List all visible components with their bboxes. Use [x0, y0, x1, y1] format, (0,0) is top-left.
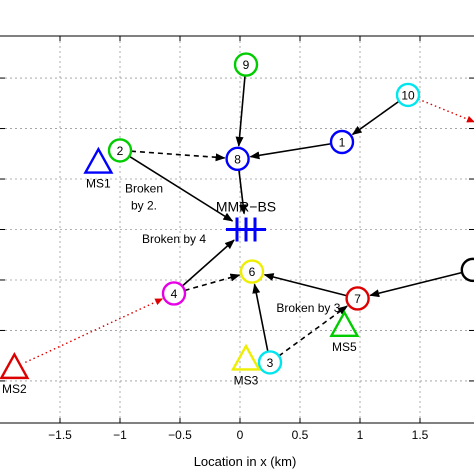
solid-link: [369, 271, 463, 298]
annotations: Broken by 2. Broken by 4 Broken by 3: [125, 181, 341, 314]
relay-station-label: 1: [339, 136, 346, 150]
x-tick-label: −1.5: [48, 428, 72, 442]
solid-link: [235, 75, 246, 147]
axis-ticks: −1.5 −1 −0.5 0 0.5 1 1.5: [0, 36, 474, 442]
relay-station-label: 8: [234, 152, 241, 166]
relay-station-node: [161, 281, 187, 306]
mobile-station-triangle: [0, 352, 30, 380]
grid-lines: [0, 36, 474, 423]
relay-station-node: [460, 257, 474, 283]
x-tick-label: 0.5: [292, 428, 309, 442]
dashed-link: [184, 273, 241, 292]
relay-station-node: [395, 82, 421, 108]
relay-station-node: [233, 52, 259, 77]
relay-station-label: 2: [117, 144, 124, 158]
solid-link: [238, 169, 248, 215]
mobile-station-label: MS5: [332, 340, 357, 354]
mobile-station-label: MS2: [2, 382, 27, 396]
solid-link: [249, 142, 332, 160]
relay-station-node: [239, 259, 265, 284]
relay-station-node: [329, 129, 355, 155]
x-tick-label: 1: [357, 428, 364, 442]
mobile-station-triangle: [83, 146, 114, 174]
solid-link: [263, 273, 348, 297]
solid-link: [252, 283, 269, 352]
dashed-link: [130, 150, 226, 162]
solid-link: [128, 155, 234, 222]
x-tick-label: 0: [237, 428, 244, 442]
base-station: MMR−BS: [216, 199, 276, 242]
annotation-text: by 2.: [131, 198, 157, 212]
x-tick-label: −0.5: [168, 428, 192, 442]
mobile-station-label: MS3: [234, 373, 259, 387]
relay-links: [128, 75, 463, 357]
relay-station-label: 7: [354, 292, 361, 306]
solid-link: [181, 239, 235, 287]
relay-station-label: 3: [267, 356, 274, 370]
relay-station-node: [107, 138, 133, 163]
plot-frame: [0, 35, 474, 424]
solid-link: [351, 100, 400, 136]
mobile-station-label: MS1: [86, 177, 111, 191]
annotation-text: Broken by 4: [142, 232, 206, 246]
mobile-station-triangle: [329, 309, 360, 338]
relay-station-node: [257, 350, 283, 375]
mobile-station-triangle: [230, 343, 262, 371]
relay-station-node: [225, 146, 250, 172]
x-tick-label: 1.5: [412, 428, 429, 442]
annotation-text: Broken by 3: [276, 301, 340, 315]
relay-station-label: 4: [171, 287, 178, 301]
ms-links: [24, 98, 474, 364]
relay-station-node: [345, 286, 370, 311]
ms-link: [417, 98, 474, 123]
relay-station-label: 6: [249, 265, 256, 279]
relay-station-label: 10: [401, 88, 415, 102]
annotation-text: Broken: [125, 181, 163, 195]
mobile-stations: MS1 MS2 MS3 MS5: [0, 146, 360, 396]
x-tick-label: −1: [113, 428, 127, 442]
base-station-label: MMR−BS: [216, 199, 276, 215]
x-axis-label: Location in x (km): [194, 454, 297, 469]
relay-station-label: 9: [243, 58, 250, 72]
